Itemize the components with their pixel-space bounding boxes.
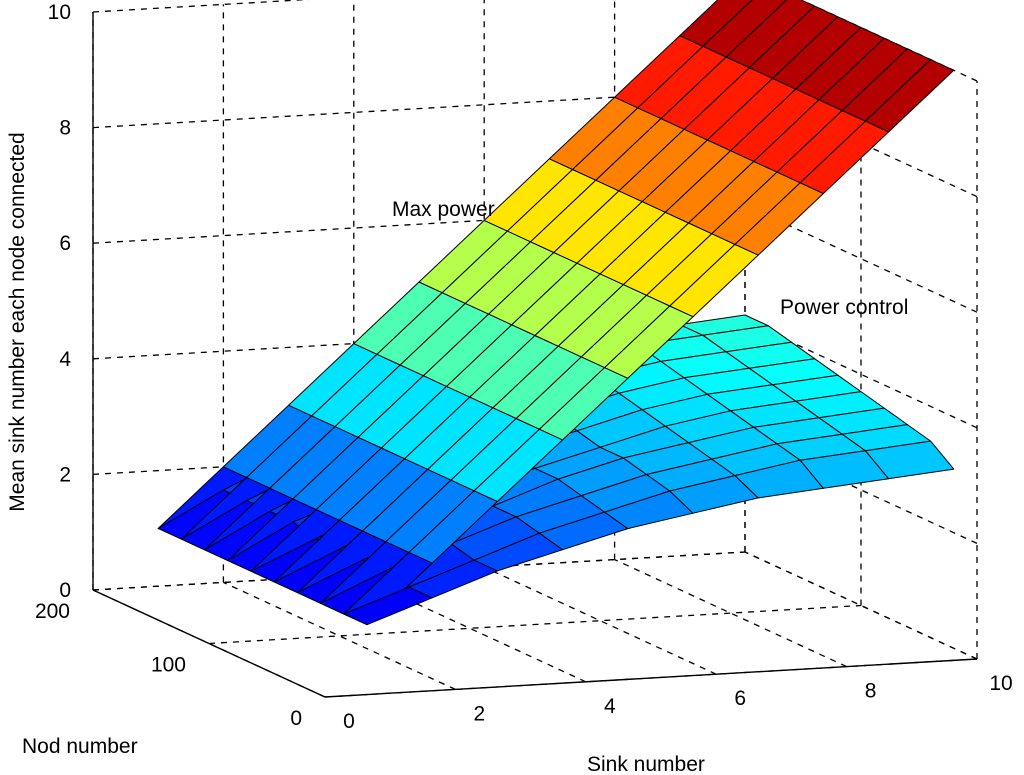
z-axis-label: Mean sink number each node connected xyxy=(6,132,29,511)
x-axis-label: Sink number xyxy=(587,753,705,775)
x-tick-label: 0 xyxy=(343,710,355,733)
y-tick-label: 0 xyxy=(290,707,302,730)
x-axis-line xyxy=(324,658,978,698)
x-tick-label: 2 xyxy=(474,702,486,725)
y-axis-line xyxy=(92,589,326,698)
y-axis-label: Nod number xyxy=(22,735,138,758)
z-tick-label: 0 xyxy=(59,579,71,602)
label-layer: Mean sink number each node connected Nod… xyxy=(6,132,908,775)
power-control-surface-face xyxy=(864,440,955,480)
max-power-surface-face xyxy=(864,59,955,133)
annotation-power-control: Power control xyxy=(780,296,908,319)
floor-gridline-x xyxy=(483,566,717,675)
x-tick-label: 8 xyxy=(865,680,877,703)
floor-gridline-y xyxy=(208,604,862,645)
surface-layer xyxy=(157,0,955,626)
z-tick-label: 2 xyxy=(59,463,71,486)
annotation-max-power: Max power xyxy=(392,198,495,221)
x-tick-label: 4 xyxy=(604,695,616,718)
z-tick-label: 10 xyxy=(48,1,71,24)
x-tick-label: 6 xyxy=(734,687,746,710)
y-tick-label: 100 xyxy=(151,654,186,677)
z-tick-label: 4 xyxy=(59,348,71,371)
y-tick-label: 200 xyxy=(35,600,70,623)
z-tick-label: 8 xyxy=(59,117,71,140)
floor-gridline-x xyxy=(614,559,847,668)
x-tick-label: 10 xyxy=(989,672,1012,695)
back-wall-gridline-z xyxy=(92,0,311,13)
z-tick-label: 6 xyxy=(59,232,71,255)
